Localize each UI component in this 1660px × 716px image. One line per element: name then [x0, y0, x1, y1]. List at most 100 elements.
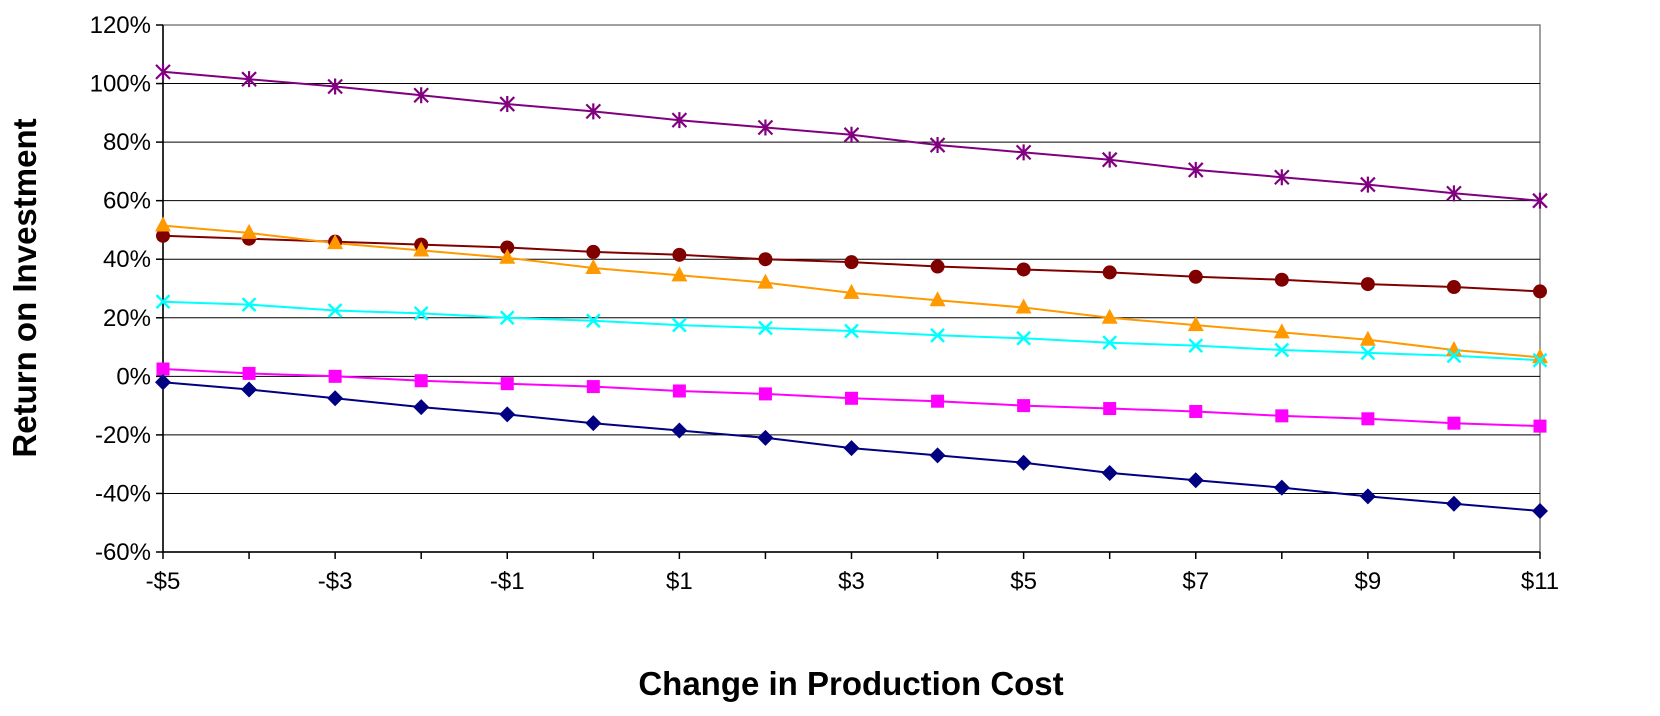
data-point-star	[1360, 176, 1376, 193]
data-point-x	[1532, 352, 1548, 368]
data-point-star	[155, 63, 171, 80]
series-markers	[155, 63, 1548, 520]
data-point-triangle	[929, 291, 946, 307]
data-point-square	[1447, 416, 1461, 430]
data-point-x	[671, 317, 687, 333]
data-point-square	[758, 387, 772, 401]
tick-labels: -60% -40% -20% 0% 20% 40% 60% 80% 100% 120% -$5 -$3…	[90, 12, 1560, 595]
data-point-diamond	[1273, 479, 1290, 496]
y-tick-label: 20%	[103, 305, 151, 332]
y-tick-label: 60%	[103, 188, 151, 215]
data-point-diamond	[1101, 464, 1118, 481]
data-point-star	[671, 112, 688, 129]
data-point-x	[930, 327, 945, 343]
data-point-square	[1275, 409, 1289, 423]
data-point-x	[1360, 345, 1376, 361]
y-tick-label: -40%	[95, 480, 151, 507]
data-point-triangle	[671, 266, 688, 282]
data-point-circle	[500, 240, 515, 255]
data-point-circle	[1016, 262, 1031, 277]
data-point-circle	[1188, 269, 1203, 284]
data-point-star	[1101, 151, 1118, 168]
data-point-star	[1187, 161, 1204, 178]
x-tick-label: $9	[1355, 568, 1382, 595]
y-tick-label: 100%	[90, 71, 151, 98]
data-point-diamond	[843, 440, 860, 457]
y-tick-label: -60%	[95, 539, 151, 566]
data-point-diamond	[327, 390, 344, 407]
data-point-diamond	[929, 447, 946, 464]
data-point-circle	[758, 252, 773, 267]
data-point-diamond	[585, 415, 602, 432]
data-point-triangle	[843, 283, 860, 299]
data-point-square	[242, 366, 256, 380]
data-point-circle	[1360, 277, 1375, 292]
data-point-square	[1103, 402, 1117, 416]
data-point-circle	[1446, 280, 1461, 295]
data-point-square	[414, 374, 428, 388]
data-point-x	[241, 297, 257, 312]
x-tick-label: $11	[1521, 568, 1559, 595]
data-point-triangle	[1273, 323, 1290, 339]
data-point-star	[1446, 185, 1462, 202]
data-point-star	[585, 103, 602, 120]
data-point-diamond	[155, 374, 171, 391]
x-tick-label: $1	[666, 568, 693, 595]
data-point-square	[931, 394, 945, 408]
data-point-x	[1446, 348, 1462, 364]
x-tick-label: $7	[1182, 568, 1209, 595]
data-point-square	[845, 391, 858, 405]
data-point-star	[1532, 192, 1548, 209]
data-point-circle	[672, 247, 687, 262]
data-point-diamond	[757, 429, 774, 446]
data-point-circle	[1533, 284, 1547, 299]
y-tick-label: -20%	[95, 422, 151, 449]
data-point-square	[1361, 412, 1375, 426]
data-point-x	[327, 303, 343, 318]
data-point-square	[156, 362, 170, 376]
x-tick-label: -$5	[146, 568, 181, 595]
data-point-star	[413, 87, 429, 104]
data-point-star	[757, 119, 774, 136]
data-point-square	[1189, 404, 1203, 418]
data-point-diamond	[1187, 472, 1204, 489]
data-point-star	[843, 126, 860, 143]
data-point-diamond	[671, 422, 688, 439]
data-point-diamond	[413, 399, 430, 416]
axes	[156, 24, 1541, 559]
data-point-circle	[156, 228, 170, 243]
data-point-square	[1533, 419, 1547, 433]
x-axis-title: Change in Production Cost	[638, 665, 1063, 702]
data-point-triangle	[1015, 298, 1032, 314]
data-point-x	[1016, 330, 1032, 346]
data-point-triangle	[155, 216, 171, 232]
data-point-circle	[1102, 265, 1117, 280]
data-point-square	[586, 380, 600, 394]
data-point-x	[758, 320, 773, 336]
data-point-x	[844, 323, 859, 339]
data-point-circle	[1274, 272, 1289, 287]
x-tick-label: $5	[1010, 568, 1037, 595]
data-point-star	[1015, 144, 1032, 161]
data-point-star	[929, 137, 946, 154]
data-point-circle	[930, 259, 945, 274]
data-point-triangle	[1532, 348, 1548, 364]
y-tick-label: 120%	[90, 12, 151, 39]
data-point-triangle	[327, 234, 344, 250]
data-point-triangle	[757, 273, 774, 289]
x-tick-label: -$3	[318, 568, 353, 595]
data-point-x	[413, 306, 429, 321]
x-tick-label: $3	[838, 568, 865, 595]
data-point-circle	[586, 244, 601, 259]
data-point-circle	[844, 255, 859, 270]
data-point-diamond	[499, 406, 516, 423]
data-point-x	[1188, 338, 1204, 353]
data-point-square	[328, 369, 342, 383]
data-point-diamond	[1015, 454, 1032, 471]
data-point-star	[241, 71, 257, 88]
data-point-triangle	[241, 223, 258, 239]
data-point-triangle	[1101, 308, 1118, 324]
data-point-triangle	[1187, 316, 1204, 332]
x-tick-label: -$1	[490, 568, 525, 595]
